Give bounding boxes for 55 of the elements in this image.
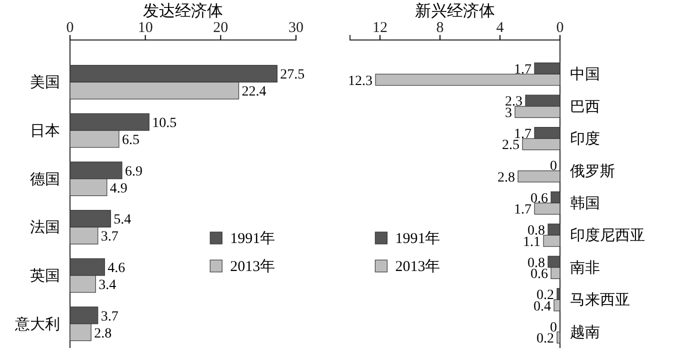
- y-tick-label: 南非: [570, 259, 600, 276]
- data-label: 0.4: [534, 299, 551, 314]
- x-tick-label: 0: [556, 20, 564, 36]
- data-label: 2.8: [498, 170, 515, 186]
- data-label: 27.5: [280, 68, 305, 83]
- bar: [556, 332, 560, 344]
- legend-label: 2013年: [395, 258, 440, 275]
- y-tick-label: 法国: [30, 219, 60, 236]
- y-tick-label: 德国: [30, 172, 60, 188]
- x-tick-label: 30: [288, 20, 304, 36]
- data-label: 4.9: [110, 181, 128, 196]
- y-tick-label: 越南: [570, 324, 600, 341]
- x-tick-label: 4: [496, 20, 504, 36]
- data-label: 3: [505, 106, 512, 121]
- data-label: 1.1: [523, 234, 540, 250]
- y-tick-label: 韩国: [570, 195, 600, 212]
- data-label: 3.7: [100, 230, 118, 245]
- data-label: 1.7: [514, 202, 532, 218]
- y-tick-label: 中国: [570, 66, 600, 84]
- x-tick-label: 12: [372, 20, 388, 36]
- data-label: 2.5: [502, 138, 520, 154]
- x-tick-label: 0: [66, 20, 74, 36]
- chart-title: 发达经济体: [143, 2, 223, 20]
- data-label: 0.6: [530, 191, 548, 206]
- legend-label: 1991年: [395, 230, 440, 247]
- legend-label: 2013年: [230, 258, 276, 275]
- chart-title: 新兴经济体: [415, 2, 495, 20]
- y-tick-label: 英国: [30, 268, 60, 284]
- y-tick-label: 印度尼西亚: [570, 227, 645, 244]
- data-label: 5.4: [114, 212, 132, 228]
- y-tick-label: 意大利: [14, 316, 60, 333]
- y-tick-label: 马来西亚: [570, 292, 630, 309]
- x-tick-label: 10: [138, 20, 153, 36]
- data-label: 1.7: [514, 62, 532, 78]
- data-label: 3.7: [100, 309, 118, 324]
- data-label: 10.5: [152, 116, 177, 132]
- legend-label: 1991年: [230, 230, 276, 247]
- data-label: 6.9: [124, 164, 142, 180]
- data-label: 0: [550, 159, 557, 174]
- y-tick-label: 俄罗斯: [570, 162, 615, 180]
- data-label: 0.6: [530, 267, 548, 282]
- data-label: 4.6: [108, 261, 126, 276]
- data-label: 6.5: [122, 132, 140, 148]
- x-tick-label: 20: [213, 20, 228, 36]
- y-tick-label: 美国: [30, 74, 60, 92]
- data-label: 2.8: [94, 326, 112, 342]
- bar: [518, 170, 560, 182]
- y-tick-label: 印度: [570, 130, 600, 148]
- y-tick-label: 日本: [30, 122, 60, 140]
- y-tick-label: 巴西: [570, 99, 600, 116]
- data-label: 0.2: [536, 332, 554, 347]
- data-label: 3.4: [98, 278, 116, 293]
- data-label: 12.3: [348, 74, 372, 89]
- data-label: 22.4: [242, 84, 266, 100]
- x-tick-label: 8: [436, 20, 444, 36]
